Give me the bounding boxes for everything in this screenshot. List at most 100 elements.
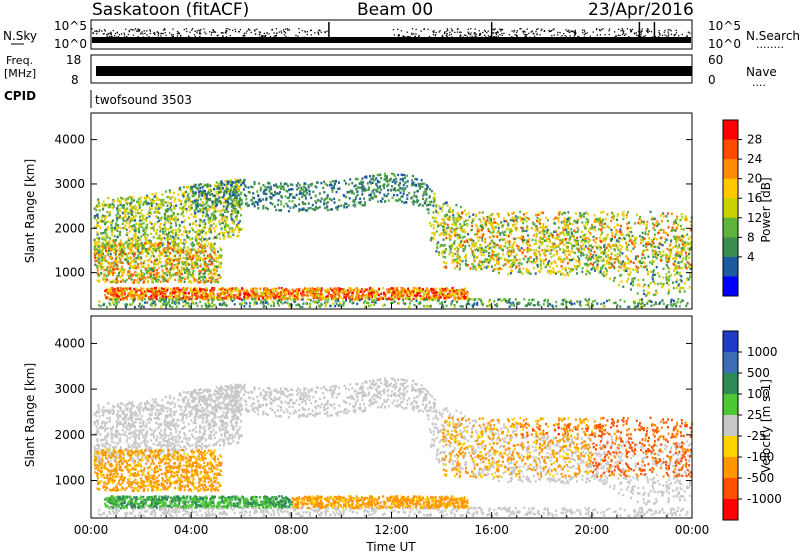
power-point (537, 270, 540, 273)
power-point (192, 200, 195, 203)
power-point (182, 260, 185, 264)
power-point (585, 256, 588, 260)
power-point (110, 221, 113, 224)
power-point (158, 219, 161, 222)
nsky-dot (486, 32, 488, 34)
power-point (162, 230, 165, 234)
power-point (606, 253, 609, 257)
power-point (603, 245, 606, 248)
power-point (576, 226, 579, 230)
power-point (126, 254, 129, 258)
power-point (662, 231, 665, 234)
power-point (579, 250, 582, 253)
power-point (180, 212, 183, 216)
power-point (489, 223, 492, 227)
power-point (511, 244, 514, 247)
power-point (330, 186, 333, 190)
power-point (127, 212, 130, 215)
power-point (204, 269, 207, 273)
power-point (230, 214, 233, 217)
power-point (685, 254, 688, 258)
nsky-dot (186, 30, 188, 33)
power-point (503, 217, 506, 220)
power-point (427, 208, 430, 211)
power-point (214, 268, 217, 272)
power-point (133, 234, 136, 237)
power-point (237, 185, 240, 188)
nsky-dot (548, 30, 551, 33)
power-point (201, 186, 204, 189)
nsky-dot (469, 36, 471, 39)
nsky-dot (445, 30, 448, 33)
power-point (97, 265, 100, 268)
nsky-dot (306, 31, 309, 33)
power-point (235, 223, 238, 227)
power-point (463, 228, 466, 232)
power-point (678, 272, 681, 275)
power-point (169, 203, 172, 206)
nsky-dot (569, 35, 571, 37)
power-point (132, 272, 135, 276)
power-point (96, 272, 99, 276)
power-point (594, 245, 597, 248)
power-point (684, 241, 687, 244)
power-point (482, 253, 485, 256)
power-point (675, 250, 678, 254)
power-point (184, 202, 187, 206)
power-point (202, 225, 205, 229)
power-point (472, 265, 475, 268)
nsky-dot (490, 35, 492, 38)
power-point (133, 245, 136, 248)
nsky-dot (278, 31, 281, 33)
power-point (342, 193, 345, 197)
power-point (302, 188, 305, 191)
power-point (473, 242, 476, 246)
power-point (375, 177, 378, 180)
nave-tick-bottom: 0 (708, 73, 716, 87)
power-point (279, 209, 282, 212)
power-point (121, 243, 124, 246)
power-point (360, 180, 363, 183)
power-point (568, 267, 571, 270)
power-point (216, 203, 219, 207)
nsky-dot (273, 36, 275, 38)
power-point (357, 201, 360, 204)
power-point (252, 201, 255, 204)
power-point (557, 226, 560, 229)
power-point (229, 183, 232, 187)
power-point (413, 194, 416, 197)
power-point (513, 255, 516, 258)
nsky-dot (625, 33, 627, 35)
power-point (226, 196, 229, 200)
power-point (437, 251, 440, 254)
nsky-dot (535, 31, 537, 33)
power-point (569, 241, 572, 245)
power-point (558, 211, 561, 214)
power-point (174, 221, 177, 225)
power-point (218, 265, 221, 269)
power-point (308, 190, 311, 193)
power-point (256, 203, 259, 206)
power-point (115, 222, 118, 226)
power-point (156, 198, 159, 201)
power-point (526, 226, 529, 229)
power-point (509, 271, 512, 275)
power-point (180, 272, 183, 276)
power-point (351, 191, 354, 194)
power-point (157, 246, 160, 249)
power-point (679, 255, 682, 259)
power-point (160, 242, 163, 245)
power-point (195, 219, 198, 223)
power-point (488, 221, 491, 224)
power-point (675, 244, 678, 248)
power-point (675, 257, 678, 260)
power-point (174, 219, 177, 222)
power-point (130, 197, 133, 200)
power-point (115, 245, 118, 249)
nsky-dot (666, 35, 668, 37)
power-point (433, 220, 436, 223)
power-point (102, 242, 105, 245)
power-point (223, 225, 226, 229)
nsky-dot (494, 32, 497, 34)
nsky-dot (643, 35, 645, 38)
